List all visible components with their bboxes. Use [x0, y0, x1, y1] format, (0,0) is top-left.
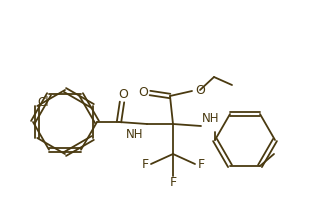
Text: O: O	[195, 83, 205, 97]
Text: F: F	[141, 159, 148, 171]
Text: F: F	[198, 159, 205, 171]
Text: O: O	[138, 87, 148, 99]
Text: Cl: Cl	[37, 96, 49, 109]
Text: NH: NH	[126, 127, 144, 141]
Text: F: F	[169, 177, 177, 189]
Text: O: O	[118, 88, 128, 101]
Text: NH: NH	[202, 111, 220, 124]
